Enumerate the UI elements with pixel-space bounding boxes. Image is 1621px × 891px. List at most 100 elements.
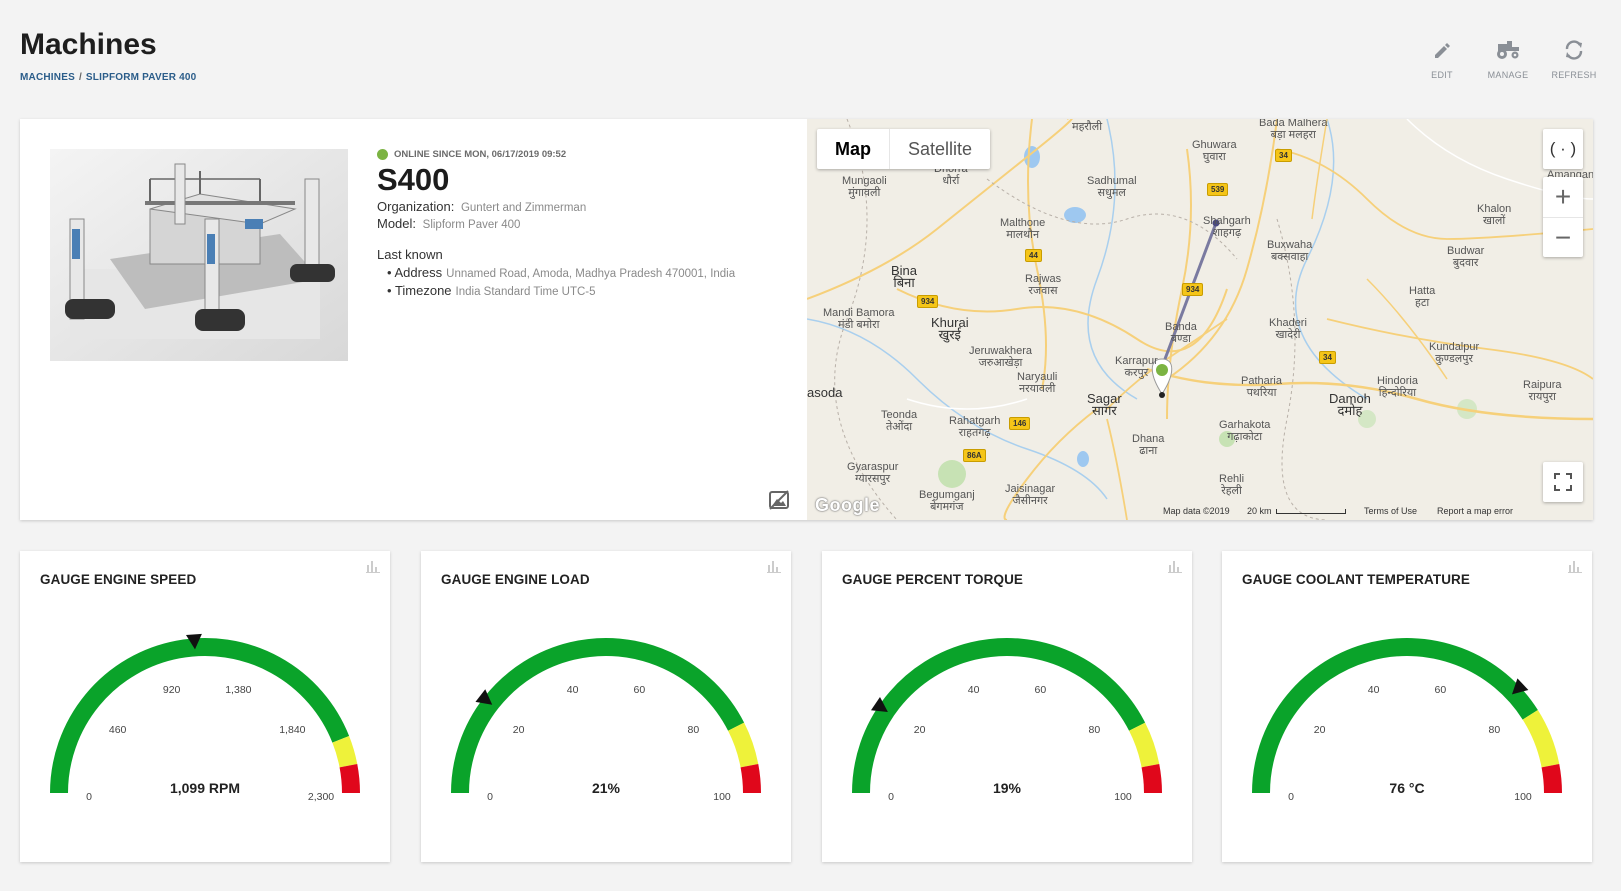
locate-icon: ( · ) (1549, 139, 1577, 158)
chart-options-icon[interactable] (1168, 560, 1182, 578)
map-place: Khalon खालों (1477, 203, 1512, 227)
highway-shield: 146 (1009, 417, 1031, 430)
gauge-yellow-band (1522, 709, 1560, 768)
map-place: Ghuwara घुवारा (1192, 139, 1237, 163)
map-place: Karrapur करपुर (1115, 355, 1158, 379)
gauge-value: 1,099 RPM (169, 780, 241, 796)
breadcrumb-machines-link[interactable]: MACHINES (20, 72, 75, 83)
status-text: ONLINE SINCE MON, 06/17/2019 09:52 (394, 149, 567, 160)
geolocate-button[interactable]: ( · ) (1543, 129, 1583, 169)
manage-label: MANAGE (1487, 70, 1529, 80)
map-place: Malthone मालथौन (1000, 217, 1046, 241)
gauge-card-gauge-percent-torque: GAUGE PERCENT TORQUE 0 20 40 60 80 100 19% (822, 551, 1192, 862)
map-place: Raipura रायपुरा (1523, 379, 1562, 403)
toolbar: EDIT MANAGE REFRESH (1409, 36, 1607, 80)
gauge-red-band (740, 763, 761, 794)
map-place: Bina बिना (891, 263, 918, 290)
organization-label: Organization: (377, 199, 455, 214)
zoom-control: + − (1543, 177, 1583, 257)
gauge-tick-label: 920 (162, 684, 181, 697)
google-logo: Google (815, 495, 880, 515)
breadcrumb-separator: / (78, 72, 82, 83)
gauge-dial (50, 633, 360, 794)
map-type-map-button[interactable]: Map (835, 139, 871, 159)
gauge-tick-label: 0 (487, 791, 493, 803)
timezone-label: Timezone (394, 283, 452, 298)
map-place: Begumganj बेगमगंज (919, 489, 975, 513)
model-row: Model: Slipform Paver 400 (377, 216, 735, 231)
map-place: Kundalpur कुण्डलपुर (1429, 341, 1480, 365)
pencil-icon (1409, 36, 1475, 64)
gauge-red-band (1141, 763, 1162, 794)
gauge-dial (1252, 638, 1562, 794)
machine-info: ONLINE SINCE MON, 06/17/2019 09:52 S400 … (377, 149, 735, 298)
map-place: Damoh दमोह (1329, 391, 1371, 418)
chart-options-icon[interactable] (1568, 560, 1582, 578)
machine-overview-card: ONLINE SINCE MON, 06/17/2019 09:52 S400 … (20, 119, 1593, 520)
gauge-tick-label: 80 (687, 723, 700, 736)
model-value: Slipform Paver 400 (422, 219, 521, 231)
gauge-green-band (50, 638, 350, 794)
status-dot (377, 149, 388, 160)
chart-options-icon[interactable] (366, 560, 380, 578)
zoom-out-button[interactable]: − (1543, 217, 1583, 257)
map-place: Mandi Bamora मंडी बमोरा (823, 307, 895, 331)
zoom-in-button[interactable]: + (1554, 181, 1572, 212)
tractor-icon (1475, 36, 1541, 64)
gauge-tick-label: 60 (1034, 684, 1047, 697)
gauge-tick-label: 0 (86, 791, 92, 803)
location-map[interactable]: महरौली Bada Malhera बड़ा मलहरा Ghuwara घुव… (807, 119, 1593, 520)
gauge-tick-label: 0 (1288, 791, 1294, 803)
map-place: Buxwaha बक्सवाहा (1267, 239, 1313, 263)
gauge-tick-label: 80 (1088, 723, 1101, 736)
map-place: Sagar सागर (1087, 391, 1122, 418)
gauge-tick-label: 20 (913, 723, 926, 736)
model-label: Model: (377, 216, 417, 231)
machine-image (50, 149, 348, 361)
timezone-row: • Timezone India Standard Time UTC-5 (387, 283, 596, 298)
map-canvas (807, 119, 1593, 520)
chart-options-icon[interactable] (767, 560, 781, 578)
map-place: Mungaoli मुंगावली (842, 175, 887, 199)
gauge-green-band (451, 638, 745, 794)
gauge-tick-label: 40 (1367, 684, 1380, 697)
fullscreen-button[interactable] (1543, 462, 1583, 502)
terms-link[interactable]: Terms of Use (1364, 506, 1418, 516)
fullscreen-icon (1554, 473, 1572, 491)
gauge-title: GAUGE COOLANT TEMPERATURE (1242, 572, 1470, 587)
gauge-pointer (1511, 678, 1529, 695)
gauge-card-gauge-coolant-temperature: GAUGE COOLANT TEMPERATURE 0 20 40 60 80 100 76 … (1222, 551, 1592, 862)
page-title: Machines (20, 28, 157, 61)
map-scale-bar (1275, 508, 1346, 514)
machine-name: S400 (377, 162, 450, 197)
gauge-tick-label: 1,840 (279, 723, 306, 736)
report-map-error-link[interactable]: Report a map error (1437, 506, 1514, 516)
gauge-red-band (339, 763, 360, 794)
breadcrumb-current[interactable]: SLIPFORM PAVER 400 (85, 72, 197, 83)
map-scale-label: 20 km (1247, 506, 1272, 516)
gauge-tick-label: 100 (1514, 791, 1532, 803)
organization-value: Guntert and Zimmerman (460, 202, 587, 214)
gauge-tick-label: 60 (633, 684, 646, 697)
map-place: Naryauli नरयावली (1017, 371, 1058, 395)
highway-shield: 34 (1319, 351, 1336, 364)
gauge-value: 19% (992, 780, 1022, 796)
map-place: Khaderi खादेरी (1269, 317, 1307, 341)
edit-button[interactable]: EDIT (1409, 36, 1475, 80)
gauge-tick-label: 0 (888, 791, 894, 803)
highway-shield: 44 (1025, 249, 1042, 262)
address-value: Unnamed Road, Amoda, Madhya Pradesh 4700… (446, 268, 736, 280)
gauge-value: 76 °C (1389, 780, 1425, 796)
gauge-tick-label: 40 (967, 684, 980, 697)
manage-button[interactable]: MANAGE (1475, 36, 1541, 80)
map-place: Dhana ढाना (1132, 433, 1165, 457)
hide-image-icon[interactable] (768, 489, 790, 516)
highway-shield: 539 (1207, 183, 1229, 196)
map-place: Rajwas रजवास (1025, 273, 1062, 297)
refresh-label: REFRESH (1551, 70, 1597, 80)
map-place: Gyaraspur ग्यारसपुर (847, 461, 899, 485)
map-type-satellite-button[interactable]: Satellite (889, 129, 990, 169)
map-place: Banda बण्डा (1165, 321, 1197, 345)
refresh-button[interactable]: REFRESH (1541, 36, 1607, 80)
gauge-tick-label: 100 (1114, 791, 1132, 803)
